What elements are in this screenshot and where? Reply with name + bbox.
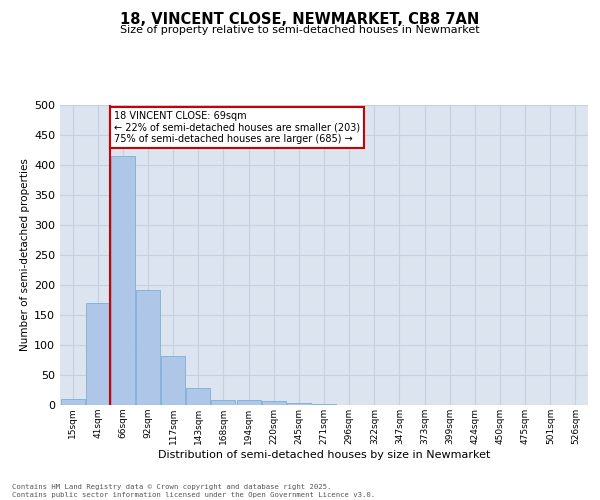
Bar xyxy=(262,402,286,405)
Bar xyxy=(287,403,311,405)
Bar xyxy=(187,388,210,405)
Bar xyxy=(236,400,260,405)
Text: Size of property relative to semi-detached houses in Newmarket: Size of property relative to semi-detach… xyxy=(120,25,480,35)
X-axis label: Distribution of semi-detached houses by size in Newmarket: Distribution of semi-detached houses by … xyxy=(158,450,490,460)
Bar xyxy=(211,400,235,405)
Bar xyxy=(61,399,85,405)
Y-axis label: Number of semi-detached properties: Number of semi-detached properties xyxy=(20,158,30,352)
Bar xyxy=(136,290,160,405)
Bar xyxy=(86,303,110,405)
Bar xyxy=(312,404,336,405)
Bar xyxy=(161,356,185,405)
Text: 18, VINCENT CLOSE, NEWMARKET, CB8 7AN: 18, VINCENT CLOSE, NEWMARKET, CB8 7AN xyxy=(121,12,479,28)
Bar xyxy=(111,156,135,405)
Text: 18 VINCENT CLOSE: 69sqm
← 22% of semi-detached houses are smaller (203)
75% of s: 18 VINCENT CLOSE: 69sqm ← 22% of semi-de… xyxy=(114,111,360,144)
Text: Contains HM Land Registry data © Crown copyright and database right 2025.
Contai: Contains HM Land Registry data © Crown c… xyxy=(12,484,375,498)
